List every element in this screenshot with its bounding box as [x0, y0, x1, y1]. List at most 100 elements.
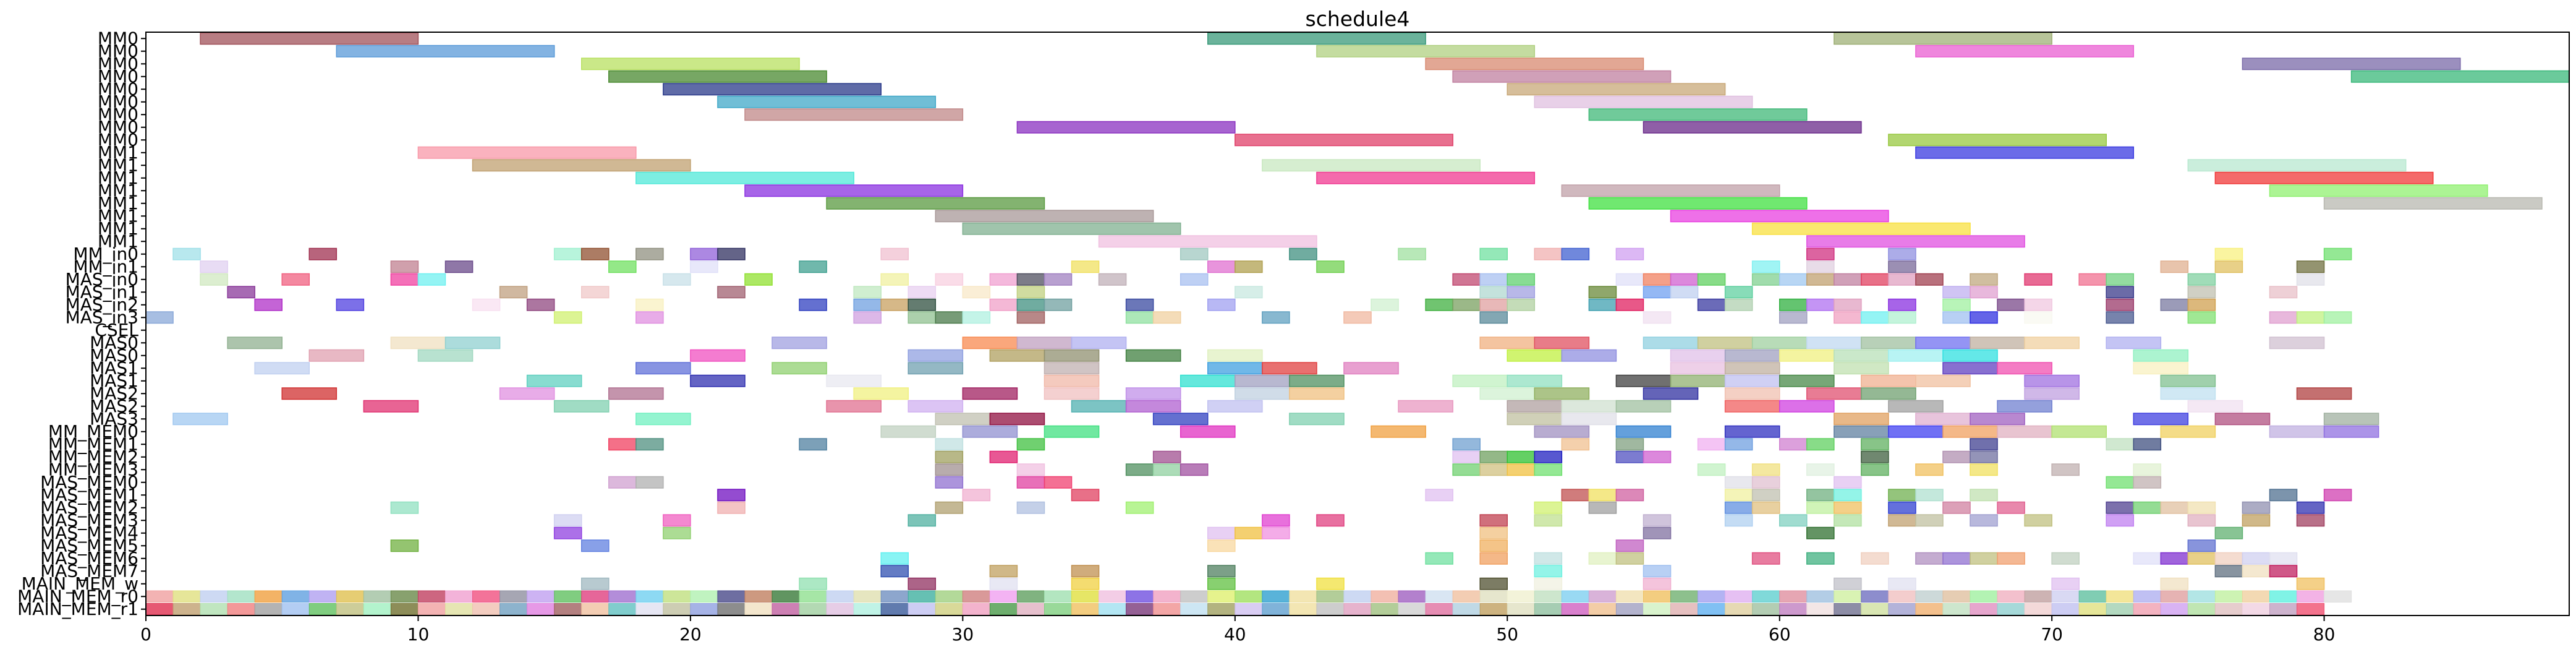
- gantt-bar: [2214, 590, 2243, 603]
- y-tick-label: MM1: [98, 231, 138, 251]
- y-tick-label: MM_in0: [73, 244, 138, 264]
- gantt-bar: [608, 438, 637, 451]
- gantt-bar: [1806, 247, 1835, 260]
- gantt-bar: [2297, 590, 2325, 603]
- gantt-bar: [1235, 374, 1290, 387]
- gantt-bar: [472, 298, 501, 311]
- gantt-bar: [227, 286, 255, 299]
- gantt-bar: [608, 260, 637, 273]
- gantt-bar: [2187, 286, 2216, 299]
- gantt-bar: [1724, 400, 1780, 413]
- x-tick-label: 30: [952, 624, 974, 645]
- gantt-bar: [1016, 298, 1045, 311]
- gantt-bar: [1152, 450, 1181, 463]
- gantt-bar: [608, 387, 664, 400]
- gantt-bar: [880, 565, 909, 578]
- gantt-bar: [444, 260, 474, 273]
- gantt-bar: [444, 337, 501, 350]
- gantt-bar: [2187, 273, 2216, 286]
- gantt-bar: [1698, 603, 1726, 616]
- gantt-bar: [1425, 489, 1453, 502]
- gantt-bar: [1071, 603, 1100, 616]
- gantt-bar: [1888, 590, 1916, 603]
- gantt-bar: [962, 489, 991, 502]
- gantt-bar: [663, 526, 691, 539]
- gantt-bar: [1970, 450, 1998, 463]
- gantt-bar: [1888, 400, 1944, 413]
- gantt-bar: [1779, 273, 1808, 286]
- gantt-bar: [1615, 552, 1644, 565]
- x-tick-label: 50: [1496, 624, 1518, 645]
- gantt-bar: [1561, 413, 1617, 426]
- gantt-bar: [826, 374, 882, 387]
- gantt-bar: [1180, 273, 1209, 286]
- plot-frame: [145, 32, 2570, 616]
- gantt-bar: [1534, 565, 1563, 578]
- gantt-bar: [1942, 552, 1971, 565]
- gantt-bar: [2024, 590, 2052, 603]
- gantt-bar: [1452, 273, 1481, 286]
- gantt-bar: [2160, 387, 2216, 400]
- gantt-bar: [527, 590, 555, 603]
- gantt-bar: [935, 463, 964, 476]
- gantt-bar: [1779, 311, 1808, 324]
- gantt-bar: [1479, 463, 1508, 476]
- gantt-bar: [1125, 349, 1181, 362]
- gantt-bar: [1751, 501, 1780, 514]
- gantt-bar: [1479, 603, 1508, 616]
- gantt-bar: [1834, 32, 2052, 45]
- gantt-bar: [1262, 526, 1290, 539]
- gantt-bar: [2214, 526, 2243, 539]
- gantt-bar: [853, 590, 882, 603]
- y-tick-label: MM1: [98, 155, 138, 175]
- gantt-bar: [172, 590, 201, 603]
- gantt-bar: [1643, 603, 1672, 616]
- gantt-bar: [1507, 400, 1563, 413]
- gantt-bar: [1779, 349, 1835, 362]
- gantt-bar: [2214, 247, 2243, 260]
- y-tick-label: MM_in1: [73, 256, 138, 277]
- gantt-bar: [1861, 374, 1916, 387]
- gantt-bar: [1343, 362, 1399, 375]
- gantt-bar: [2269, 565, 2298, 578]
- gantt-bar: [1779, 603, 1808, 616]
- y-axis: MM0MM0MM0MM0MM0MM0MM0MM0MM0MM1MM1MM1MM1M…: [17, 28, 146, 619]
- gantt-bar: [1507, 450, 1536, 463]
- gantt-bar: [935, 603, 963, 616]
- gantt-bar: [1561, 603, 1589, 616]
- gantt-bar: [1152, 463, 1181, 476]
- gantt-bar: [1997, 603, 2025, 616]
- gantt-bar: [635, 298, 664, 311]
- gantt-bar: [2106, 438, 2135, 451]
- gantt-bar: [635, 311, 664, 324]
- gantt-bar: [1507, 603, 1535, 616]
- gantt-bar: [2269, 552, 2298, 565]
- gantt-bar: [989, 349, 1045, 362]
- gantt-bar: [1888, 311, 1916, 324]
- gantt-bar: [962, 286, 991, 299]
- gantt-bar: [1725, 590, 1753, 603]
- y-tick-label: MAS3: [90, 408, 138, 429]
- gantt-bar: [1479, 387, 1536, 400]
- gantt-bar: [853, 286, 882, 299]
- gantt-bar: [1888, 134, 2107, 147]
- gantt-bar: [200, 32, 419, 45]
- y-tick-label: MAS_MEM7: [40, 560, 138, 581]
- gantt-bar: [744, 590, 773, 603]
- gantt-bar: [2106, 311, 2135, 324]
- gantt-bar: [1398, 400, 1453, 413]
- gantt-bar: [2078, 603, 2107, 616]
- gantt-bar: [580, 286, 610, 299]
- gantt-bar: [1888, 514, 1916, 527]
- gantt-bar: [1479, 552, 1508, 565]
- gantt-bar: [1915, 146, 2135, 159]
- gantt-bar: [1207, 526, 1236, 539]
- gantt-bar: [1915, 45, 2135, 58]
- gantt-bar: [1289, 590, 1317, 603]
- gantt-bar: [1915, 590, 1944, 603]
- gantt-bar: [1724, 425, 1780, 438]
- gantt-bar: [1044, 349, 1100, 362]
- gantt-bar: [1670, 362, 1726, 375]
- gantt-bar: [2187, 514, 2216, 527]
- gantt-bar: [989, 298, 1018, 311]
